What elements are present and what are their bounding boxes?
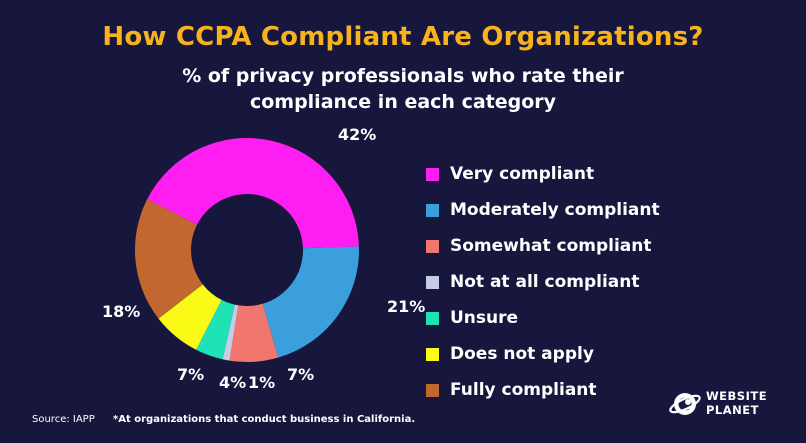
data-label-fully-compliant: 18% [102,302,140,321]
data-label-does-not-apply: 7% [177,365,204,384]
legend-item-fully-compliant: Fully compliant [426,372,726,408]
donut-slices [135,138,359,362]
legend-item-very-compliant: Very compliant [426,156,726,192]
logo-line2: PLANET [706,403,759,417]
legend-swatch-not-at-all-compliant [426,275,439,289]
donut-slice-fully-compliant [135,199,203,319]
chart-subtitle-line2: compliance in each category [249,91,557,113]
donut-slice-does-not-apply [158,284,222,350]
legend-swatch-unsure [426,311,439,325]
donut-slice-somewhat-compliant [229,303,279,362]
donut-slice-unsure [196,299,235,360]
legend-label-not-at-all-compliant: Not at all compliant [450,272,640,292]
donut-slice-not-at-all-compliant [222,304,239,361]
data-label-somewhat-compliant: 7% [287,365,314,384]
legend-item-not-at-all-compliant: Not at all compliant [426,264,726,300]
donut-slice-moderately-compliant [262,246,359,358]
legend-label-moderately-compliant: Moderately compliant [450,200,660,220]
chart-title: How CCPA Compliant Are Organizations? [102,22,704,52]
chart-legend: Very compliant Moderately compliant Somewh… [426,156,726,408]
website-planet-logo: WEBSITE PLANET [668,385,788,421]
legend-label-fully-compliant: Fully compliant [450,380,597,400]
legend-swatch-fully-compliant [426,383,439,397]
legend-item-moderately-compliant: Moderately compliant [426,192,726,228]
data-label-unsure: 4% [219,373,246,392]
data-label-not-at-all-compliant: 1% [248,373,275,392]
logo-line1: WEBSITE [706,389,768,403]
legend-label-unsure: Unsure [450,308,519,328]
legend-swatch-moderately-compliant [426,203,439,217]
legend-item-somewhat-compliant: Somewhat compliant [426,228,726,264]
legend-label-very-compliant: Very compliant [450,164,595,184]
chart-subtitle: % of privacy professionals who rate thei… [0,63,806,115]
footnote: *At organizations that conduct business … [113,414,416,425]
legend-swatch-does-not-apply [426,347,439,361]
data-label-very-compliant: 42% [338,125,376,144]
legend-swatch-very-compliant [426,167,439,181]
chart-subtitle-line1: % of privacy professionals who rate thei… [182,65,624,87]
legend-label-somewhat-compliant: Somewhat compliant [450,236,652,256]
legend-swatch-somewhat-compliant [426,239,439,253]
donut-data-labels: 42% 21% 7% 1%4% 7% 18% [102,125,425,392]
legend-item-does-not-apply: Does not apply [426,336,726,372]
legend-item-unsure: Unsure [426,300,726,336]
donut-slice-very-compliant [147,138,359,249]
logo-text: WEBSITE PLANET [706,389,767,417]
source-note: Source: IAPP [32,414,95,425]
data-label-moderately-compliant: 21% [387,297,425,316]
planet-logo-icon [669,393,701,415]
legend-label-does-not-apply: Does not apply [450,344,594,364]
